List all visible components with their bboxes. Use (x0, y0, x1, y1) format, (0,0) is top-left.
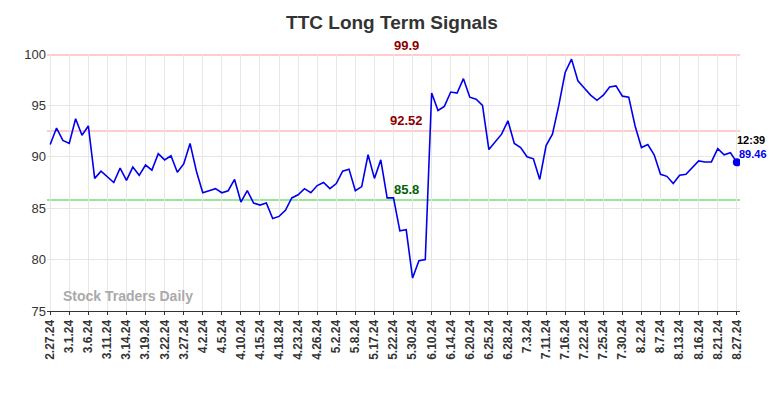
svg-text:5.17.24: 5.17.24 (367, 319, 381, 359)
svg-text:5.2.24: 5.2.24 (329, 319, 343, 353)
svg-text:4.10.24: 4.10.24 (234, 319, 248, 359)
svg-text:7.16.24: 7.16.24 (558, 319, 572, 359)
svg-text:90: 90 (32, 149, 46, 164)
svg-text:5.22.24: 5.22.24 (386, 319, 400, 359)
svg-text:4.18.24: 4.18.24 (272, 319, 286, 359)
svg-text:4.26.24: 4.26.24 (310, 319, 324, 359)
svg-text:6.28.24: 6.28.24 (501, 319, 515, 359)
svg-text:3.14.24: 3.14.24 (119, 319, 133, 359)
svg-text:7.22.24: 7.22.24 (577, 319, 591, 359)
svg-text:8.13.24: 8.13.24 (673, 319, 687, 359)
svg-text:85: 85 (32, 201, 46, 216)
svg-text:8.27.24: 8.27.24 (730, 319, 744, 359)
svg-text:7.25.24: 7.25.24 (596, 319, 610, 359)
svg-text:89.46: 89.46 (739, 148, 767, 160)
svg-text:4.15.24: 4.15.24 (253, 319, 267, 359)
svg-text:3.11.24: 3.11.24 (100, 319, 114, 359)
svg-text:3.1.24: 3.1.24 (62, 319, 76, 353)
svg-text:Stock Traders Daily: Stock Traders Daily (63, 288, 193, 304)
svg-text:4.2.24: 4.2.24 (196, 319, 210, 353)
svg-text:7.3.24: 7.3.24 (520, 319, 534, 353)
svg-text:8.16.24: 8.16.24 (692, 319, 706, 359)
svg-text:80: 80 (32, 252, 46, 267)
svg-text:6.10.24: 6.10.24 (425, 319, 439, 359)
svg-text:8.7.24: 8.7.24 (653, 319, 667, 353)
svg-text:5.30.24: 5.30.24 (405, 319, 419, 359)
svg-text:8.21.24: 8.21.24 (711, 319, 725, 359)
svg-text:2.27.24: 2.27.24 (43, 319, 57, 359)
svg-text:7.11.24: 7.11.24 (539, 319, 553, 359)
svg-text:TTC Long Term Signals: TTC Long Term Signals (286, 12, 498, 33)
svg-text:7.30.24: 7.30.24 (615, 319, 629, 359)
svg-text:75: 75 (32, 304, 46, 319)
svg-text:92.52: 92.52 (390, 113, 423, 128)
svg-text:3.27.24: 3.27.24 (177, 319, 191, 359)
svg-text:3.22.24: 3.22.24 (158, 319, 172, 359)
svg-text:4.5.24: 4.5.24 (215, 319, 229, 353)
svg-text:5.8.24: 5.8.24 (348, 319, 362, 353)
svg-text:6.14.24: 6.14.24 (444, 319, 458, 359)
svg-text:6.20.24: 6.20.24 (463, 319, 477, 359)
svg-text:95: 95 (32, 98, 46, 113)
svg-text:8.2.24: 8.2.24 (634, 319, 648, 353)
svg-text:4.23.24: 4.23.24 (291, 319, 305, 359)
svg-text:3.19.24: 3.19.24 (138, 319, 152, 359)
svg-text:3.6.24: 3.6.24 (81, 319, 95, 353)
svg-text:99.9: 99.9 (394, 38, 419, 53)
svg-text:6.25.24: 6.25.24 (482, 319, 496, 359)
svg-text:85.8: 85.8 (394, 182, 419, 197)
svg-text:100: 100 (24, 47, 46, 62)
svg-text:12:39: 12:39 (737, 134, 765, 146)
